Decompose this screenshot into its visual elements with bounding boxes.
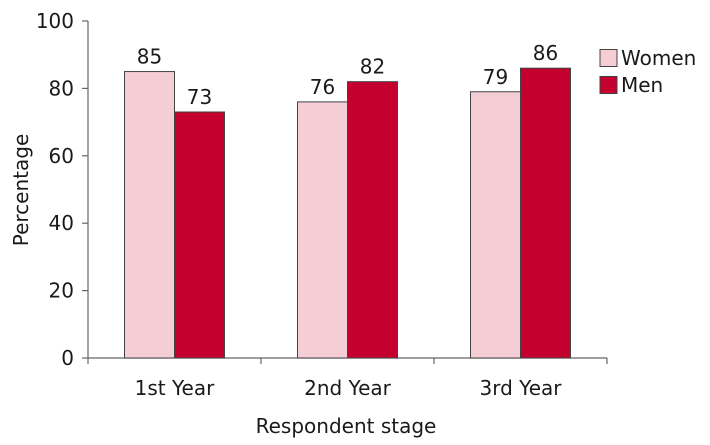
x-axis-title: Respondent stage (256, 414, 437, 438)
data-label: 76 (310, 75, 335, 99)
data-labels: 85 73 76 82 79 86 (137, 41, 558, 109)
y-tick-label: 20 (49, 279, 74, 303)
bar-women (124, 71, 175, 359)
x-tick-label: 3rd Year (480, 376, 563, 400)
y-tick-label: 80 (49, 76, 74, 100)
bars (124, 67, 571, 359)
legend-swatch-men (599, 76, 618, 94)
bar-women (470, 91, 521, 359)
axes: 0 20 40 60 80 100 1st Year 2nd Year 3rd Year (36, 9, 608, 400)
data-label: 82 (360, 55, 385, 79)
legend-swatch-women (599, 49, 618, 67)
bar-men (174, 111, 225, 359)
y-tick-label: 0 (61, 346, 74, 370)
bar-men (347, 81, 398, 359)
x-tick-label: 2nd Year (304, 376, 392, 400)
bar-women (297, 101, 348, 359)
y-axis-title: Percentage (9, 134, 33, 247)
data-label: 86 (533, 41, 558, 65)
x-tick-label: 1st Year (135, 376, 215, 400)
legend: Women Men (599, 46, 696, 97)
y-tick-label: 100 (36, 9, 74, 33)
legend-label-men: Men (621, 73, 663, 97)
y-tick-label: 40 (49, 211, 74, 235)
data-label: 79 (483, 65, 508, 89)
bar-men (520, 67, 571, 359)
data-label: 85 (137, 45, 162, 69)
legend-label-women: Women (621, 46, 696, 70)
y-tick-label: 60 (49, 144, 74, 168)
data-label: 73 (187, 85, 212, 109)
